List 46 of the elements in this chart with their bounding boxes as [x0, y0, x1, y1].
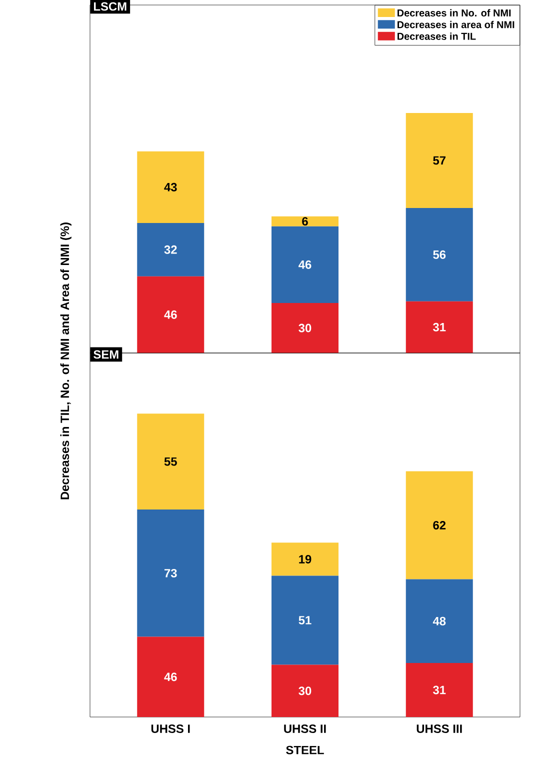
- bar: [272, 542, 339, 576]
- data-label: 62: [433, 521, 446, 530]
- x-tick-label: UHSS I: [151, 724, 190, 733]
- bar: [406, 662, 473, 717]
- bar: [406, 301, 473, 353]
- data-label: 55: [164, 457, 177, 466]
- data-label: 31: [433, 322, 446, 332]
- bar: [406, 579, 473, 663]
- chart-title: SEM: [94, 350, 118, 359]
- data-label: 30: [298, 324, 312, 332]
- bar: [137, 276, 204, 353]
- data-label: 46: [164, 310, 177, 319]
- bar: [137, 151, 204, 223]
- y-axis-title: Decreases in TIL, No. of NMI and Area of NMI (%): [60, 222, 72, 500]
- chart-title: LSCM: [94, 2, 126, 11]
- data-label: 48: [432, 616, 446, 626]
- data-label: 51: [298, 616, 312, 624]
- bar: [137, 414, 204, 510]
- data-label: 46: [164, 672, 177, 682]
- data-label: 32: [164, 245, 177, 254]
- bar: [272, 216, 339, 226]
- x-tick-label: UHSS II: [284, 724, 326, 733]
- data-label: 57: [433, 156, 446, 165]
- data-label: 46: [298, 260, 312, 269]
- bar: [406, 208, 473, 302]
- x-tick-label: UHSS III: [416, 724, 462, 733]
- data-label: 73: [164, 568, 177, 578]
- bar: [137, 636, 204, 717]
- legend-label: Decreases in No. of NMI: [398, 9, 511, 16]
- data-label: 30: [298, 686, 312, 696]
- legend-label: Decreases in TIL: [398, 32, 476, 40]
- data-label: 31: [433, 686, 446, 694]
- data-label: 43: [164, 182, 177, 192]
- legend-label: Decreases in area of NMI: [398, 20, 514, 28]
- x-axis-title: STEEL: [286, 746, 324, 754]
- bar: [137, 222, 204, 276]
- bar: [406, 471, 473, 580]
- bar: [272, 576, 339, 665]
- bar: [272, 226, 339, 303]
- bar: [272, 302, 339, 353]
- data-label: 6: [302, 217, 308, 226]
- bar: [406, 112, 473, 208]
- bar: [272, 664, 339, 717]
- data-label: 56: [433, 250, 446, 259]
- data-label: 19: [299, 555, 312, 564]
- bar: [137, 510, 204, 637]
